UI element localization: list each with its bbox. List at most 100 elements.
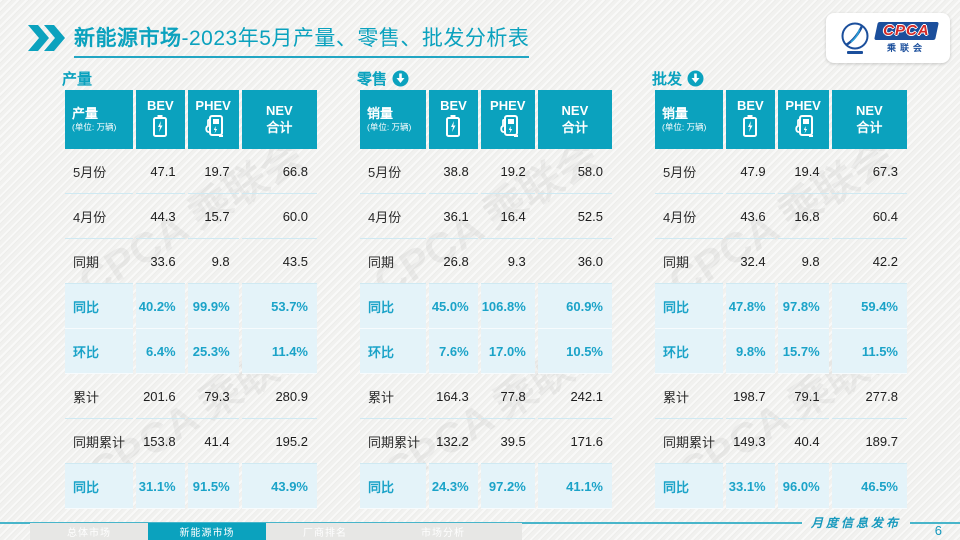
page-number: 6 <box>934 523 942 538</box>
bev-value-cell: 149.3 <box>726 419 775 464</box>
phev-value-cell: 39.5 <box>480 419 535 464</box>
bev-value-cell: 32.4 <box>726 239 775 284</box>
table-row: 5月份 47.9 19.4 67.3 <box>655 149 907 194</box>
nev-total-cell: 53.7% <box>241 284 317 329</box>
table-row: 环比 9.8% 15.7% 11.5% <box>655 329 907 374</box>
row-label-cell: 同期 <box>360 239 427 284</box>
table-row: 同期累计 153.8 41.4 195.2 <box>65 419 317 464</box>
retail-table-group: CPCA 乘联会 CPCA 乘联会 零售 销量 (单位: 万辆) BEV PHEV <box>357 66 617 509</box>
table-row: 5月份 38.8 19.2 58.0 <box>360 149 612 194</box>
row-label-cell: 同期 <box>655 239 724 284</box>
nev-total-cell: 43.5 <box>241 239 317 284</box>
wholesale-table-group: CPCA 乘联会 CPCA 乘联会 批发 销量 (单位: 万辆) BEV PHEV <box>652 66 912 509</box>
nev-total-header-cell: NEV 合计 <box>537 90 612 149</box>
production-table-group: CPCA 乘联会 CPCA 乘联会 产量 产量 (单位: 万辆) BEV PHEV <box>62 66 322 509</box>
footer-tab-inactive[interactable]: 总体市场 <box>67 528 111 539</box>
table-row: 4月份 36.1 16.4 52.5 <box>360 194 612 239</box>
phev-value-cell: 19.4 <box>777 149 829 194</box>
row-label-cell: 同比 <box>360 464 427 509</box>
nev-total-cell: 171.6 <box>537 419 612 464</box>
bev-value-cell: 40.2% <box>136 284 185 329</box>
bev-value-cell: 132.2 <box>429 419 478 464</box>
phev-value-cell: 9.8 <box>187 239 239 284</box>
table-row: 同比 40.2% 99.9% 53.7% <box>65 284 317 329</box>
nev-total-cell: 41.1% <box>537 464 612 509</box>
nev-total-cell: 11.5% <box>831 329 907 374</box>
phev-value-cell: 96.0% <box>777 464 829 509</box>
phev-value-cell: 25.3% <box>187 329 239 374</box>
nev-total-cell: 66.8 <box>241 149 317 194</box>
bev-value-cell: 33.1% <box>726 464 775 509</box>
row-label-cell: 环比 <box>65 329 134 374</box>
table-row: 环比 7.6% 17.0% 10.5% <box>360 329 612 374</box>
row-label-cell: 环比 <box>655 329 724 374</box>
nev-total-cell: 43.9% <box>241 464 317 509</box>
table-row: 同期 32.4 9.8 42.2 <box>655 239 907 284</box>
phev-value-cell: 41.4 <box>187 419 239 464</box>
nev-total-cell: 60.4 <box>831 194 907 239</box>
row-label-cell: 累计 <box>655 374 724 419</box>
nev-total-header-cell: NEV 合计 <box>241 90 317 149</box>
bev-value-cell: 38.8 <box>429 149 478 194</box>
row-label-cell: 5月份 <box>655 149 724 194</box>
section-title-retail: 零售 <box>357 66 615 90</box>
phev-value-cell: 79.3 <box>187 374 239 419</box>
bev-value-cell: 164.3 <box>429 374 478 419</box>
bev-value-cell: 153.8 <box>136 419 185 464</box>
footer-tab-inactive[interactable]: 市场分析 <box>421 528 465 539</box>
battery-icon <box>153 115 168 137</box>
nev-total-cell: 195.2 <box>241 419 317 464</box>
bev-value-cell: 45.0% <box>429 284 478 329</box>
nev-total-cell: 280.9 <box>241 374 317 419</box>
down-arrow-icon <box>687 70 704 86</box>
nev-total-cell: 58.0 <box>537 149 612 194</box>
bev-value-cell: 33.6 <box>136 239 185 284</box>
phev-value-cell: 99.9% <box>187 284 239 329</box>
header-row: 销量 (单位: 万辆) BEV PHEV NEV 合计 <box>360 90 612 149</box>
bev-value-cell: 24.3% <box>429 464 478 509</box>
charger-icon <box>205 115 224 137</box>
charger-icon <box>500 115 518 137</box>
phev-value-cell: 15.7% <box>777 329 829 374</box>
nev-total-cell: 60.9% <box>537 284 612 329</box>
nev-total-cell: 59.4% <box>831 284 907 329</box>
battery-icon <box>446 115 461 137</box>
bev-value-cell: 9.8% <box>726 329 775 374</box>
table-row: 同比 45.0% 106.8% 60.9% <box>360 284 612 329</box>
header-row: 销量 (单位: 万辆) BEV PHEV NEV 合计 <box>655 90 907 149</box>
retail-table: 销量 (单位: 万辆) BEV PHEV NEV 合计 5月份 38.8 19.2 58.… <box>357 90 615 509</box>
table-row: 同期 26.8 9.3 36.0 <box>360 239 612 284</box>
phev-value-cell: 97.8% <box>777 284 829 329</box>
row-label-cell: 同期累计 <box>65 419 134 464</box>
phev-value-cell: 40.4 <box>777 419 829 464</box>
nev-total-header-cell: NEV 合计 <box>831 90 907 149</box>
nev-total-cell: 52.5 <box>537 194 612 239</box>
bev-value-cell: 43.6 <box>726 194 775 239</box>
double-chevron-icon <box>28 25 65 51</box>
row-label-cell: 5月份 <box>360 149 427 194</box>
bev-value-cell: 44.3 <box>136 194 185 239</box>
table-row: 同期累计 132.2 39.5 171.6 <box>360 419 612 464</box>
nev-total-cell: 46.5% <box>831 464 907 509</box>
footer-tab-active[interactable]: 新能源市场 <box>148 523 266 540</box>
cpca-emblem-icon <box>841 22 869 54</box>
section-title-wholesale: 批发 <box>652 66 910 90</box>
page-title: 新能源市场-2023年5月产量、零售、批发分析表 <box>74 22 530 58</box>
phev-value-cell: 17.0% <box>480 329 535 374</box>
footer-tab-bar: 总体市场 新能源市场 厂商排名 市场分析 <box>30 523 522 540</box>
nev-total-cell: 189.7 <box>831 419 907 464</box>
table-row: 4月份 43.6 16.8 60.4 <box>655 194 907 239</box>
phev-value-cell: 9.8 <box>777 239 829 284</box>
production-table: 产量 (单位: 万辆) BEV PHEV NEV 合计 5月份 47.1 19.7 66.… <box>62 90 320 509</box>
bev-value-cell: 31.1% <box>136 464 185 509</box>
phev-value-cell: 9.3 <box>480 239 535 284</box>
row-label-cell: 同比 <box>655 284 724 329</box>
bev-value-cell: 47.8% <box>726 284 775 329</box>
footer-tab-inactive[interactable]: 厂商排名 <box>303 528 347 539</box>
row-label-cell: 环比 <box>360 329 427 374</box>
nev-total-cell: 242.1 <box>537 374 612 419</box>
down-arrow-icon <box>392 70 409 86</box>
section-title-production: 产量 <box>62 70 93 88</box>
phev-value-cell: 106.8% <box>480 284 535 329</box>
row-label-cell: 同比 <box>65 464 134 509</box>
